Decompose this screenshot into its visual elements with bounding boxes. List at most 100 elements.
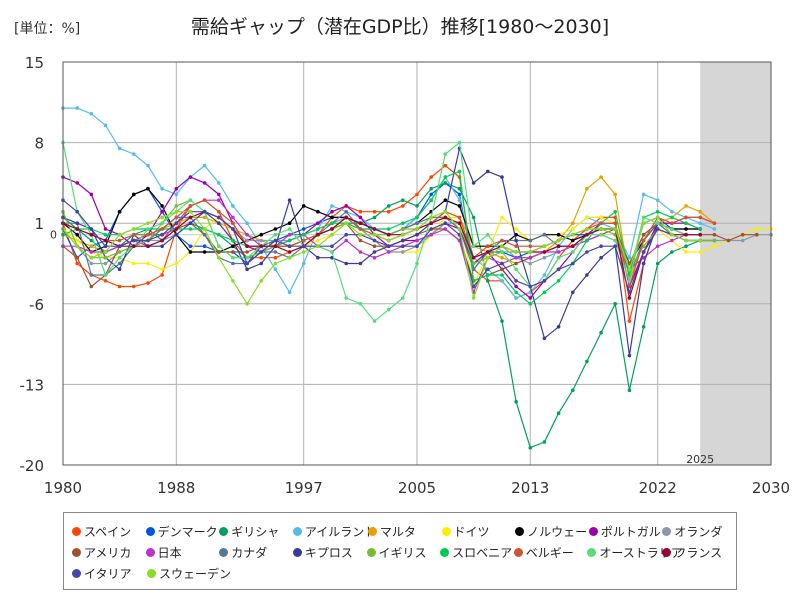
series-line-18 — [62, 199, 701, 293]
series-point-6 — [273, 227, 278, 231]
legend-swatch — [513, 548, 523, 557]
series-point-15 — [514, 244, 518, 248]
legend-item: スペイン — [72, 523, 146, 540]
series-point-17 — [89, 232, 94, 237]
legend-item: マルタ — [367, 523, 442, 540]
series-point-11 — [231, 261, 235, 266]
series-point-7 — [358, 215, 363, 220]
series-point-18 — [585, 250, 589, 254]
series-point-0 — [160, 273, 164, 277]
series-point-18 — [231, 227, 235, 231]
series-point-19 — [486, 255, 490, 260]
series-point-3 — [117, 146, 122, 151]
series-point-2 — [500, 319, 504, 323]
series-point-2 — [415, 204, 419, 208]
series-point-18 — [103, 244, 108, 248]
series-point-2 — [528, 445, 533, 450]
series-point-14 — [231, 238, 235, 243]
series-point-14 — [217, 232, 221, 237]
series-line-17 — [62, 211, 701, 299]
plot-border — [62, 61, 772, 466]
legend-label: アメリカ — [84, 546, 132, 560]
series-point-13 — [471, 261, 476, 266]
series-point-4 — [599, 175, 603, 179]
forecast-region — [700, 62, 771, 465]
series-point-1 — [202, 244, 207, 248]
series-point-19 — [259, 279, 264, 283]
series-point-15 — [231, 221, 235, 225]
series-point-17 — [245, 244, 249, 248]
series-point-12 — [641, 261, 646, 266]
series-point-13 — [401, 227, 405, 231]
legend-swatch — [292, 527, 302, 536]
series-point-19 — [287, 255, 292, 260]
series-point-12 — [160, 244, 164, 248]
series-point-19 — [429, 215, 434, 220]
legend-label: ドイツ — [453, 525, 490, 539]
series-point-5 — [514, 227, 518, 231]
series-point-1 — [429, 192, 434, 197]
series-point-8 — [259, 238, 264, 243]
series-point-17 — [457, 221, 462, 225]
series-point-18 — [486, 267, 490, 272]
unit-label: [単位：%] — [14, 21, 81, 37]
series-point-14 — [386, 227, 391, 231]
series-point-7 — [316, 221, 320, 225]
legend-swatch — [440, 548, 450, 557]
series-point-6 — [457, 204, 462, 208]
series-line-16 — [62, 142, 701, 322]
series-point-11 — [117, 261, 122, 266]
series-point-18 — [401, 244, 405, 248]
series-point-11 — [202, 232, 207, 237]
series-point-8 — [245, 238, 249, 243]
series-point-14 — [188, 227, 193, 231]
series-point-18 — [132, 238, 136, 243]
legend-label: フランス — [674, 546, 723, 560]
series-point-19 — [415, 227, 419, 231]
series-point-7 — [160, 209, 164, 214]
series-point-7 — [188, 175, 193, 179]
legend-label: スペイン — [84, 525, 132, 539]
series-point-2 — [372, 215, 377, 220]
series-point-3 — [301, 261, 306, 266]
series-point-14 — [316, 227, 320, 231]
series-point-18 — [174, 221, 179, 225]
legend-swatch — [587, 548, 597, 557]
series-point-9 — [740, 232, 745, 237]
legend-item: キプロス — [292, 544, 367, 561]
series-point-19 — [457, 227, 462, 231]
series-point-3 — [670, 209, 674, 214]
series-point-6 — [117, 209, 122, 214]
series-point-0 — [117, 284, 122, 289]
legend-item: フランス — [662, 544, 736, 561]
x-tick-label: 1988 — [157, 479, 195, 497]
series-point-7 — [75, 181, 79, 185]
zero-label: 0 — [50, 229, 57, 242]
series-point-19 — [684, 238, 688, 243]
series-point-0 — [103, 279, 108, 283]
series-point-15 — [301, 238, 306, 243]
series-point-11 — [273, 250, 278, 254]
series-point-10 — [443, 227, 448, 231]
series-point-12 — [542, 336, 547, 341]
series-point-17 — [174, 227, 179, 231]
series-point-16 — [486, 232, 490, 237]
x-tick-label: 1980 — [44, 479, 82, 497]
series-point-7 — [514, 284, 518, 289]
series-point-7 — [528, 296, 533, 300]
series-point-14 — [486, 273, 490, 277]
series-point-6 — [75, 232, 79, 237]
legend-item: スウェーデン — [147, 565, 231, 582]
series-point-7 — [174, 186, 179, 191]
series-point-19 — [146, 221, 150, 225]
series-point-5 — [174, 261, 179, 266]
legend-item: ギリシャ — [219, 523, 293, 540]
series-point-19 — [443, 209, 448, 214]
series-point-0 — [132, 284, 136, 289]
series-point-2 — [613, 302, 617, 306]
legend-label: オランダ — [674, 525, 723, 539]
series-point-19 — [316, 244, 320, 248]
y-tick-label: -20 — [20, 457, 45, 475]
legend-item: アメリカ — [72, 544, 146, 561]
series-point-12 — [316, 255, 320, 260]
